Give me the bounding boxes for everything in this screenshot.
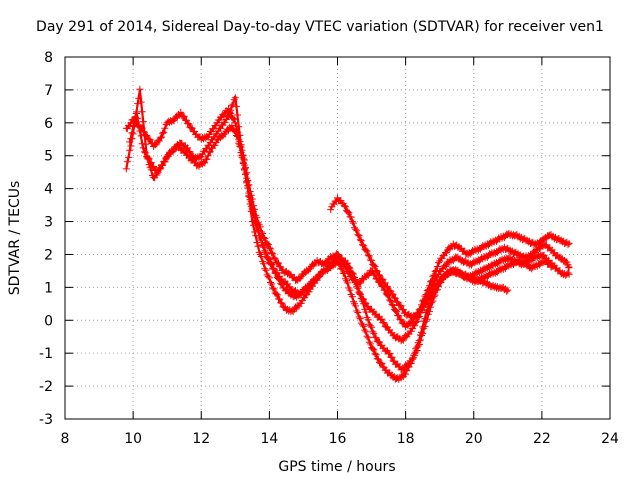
y-tick-label: 1 <box>44 280 53 296</box>
data-marks <box>122 85 573 383</box>
y-tick-label: 6 <box>44 116 53 132</box>
chart-title: Day 291 of 2014, Sidereal Day-to-day VTE… <box>36 19 604 35</box>
y-tick-label: 8 <box>44 50 53 66</box>
y-tick-label: -3 <box>39 412 53 428</box>
plot-frame <box>64 56 611 420</box>
x-tick-label: 16 <box>329 431 347 447</box>
series-track-2 <box>126 110 573 345</box>
x-axis-tick-labels: 8 10 12 14 16 18 20 22 24 <box>61 431 619 447</box>
x-axis-title: GPS time / hours <box>278 459 395 475</box>
x-tick-label: 14 <box>260 431 278 447</box>
series-track-1 <box>122 105 573 331</box>
x-tick-label: 24 <box>601 431 619 447</box>
x-tick-label: 12 <box>192 431 210 447</box>
y-axis-title: SDTVAR / TECUs <box>7 181 23 296</box>
y-tick-label: -1 <box>39 346 53 362</box>
series-markers <box>126 110 573 345</box>
x-tick-label: 22 <box>533 431 551 447</box>
x-tick-label: 10 <box>124 431 142 447</box>
y-tick-label: 3 <box>44 215 53 231</box>
y-tick-label: 2 <box>44 247 53 263</box>
x-tick-label: 20 <box>465 431 483 447</box>
y-tick-label: 7 <box>44 83 53 99</box>
series-line <box>125 88 570 381</box>
y-axis-tick-labels: -3 -2 -1 0 1 2 3 4 5 6 7 8 <box>39 50 53 428</box>
series-markers <box>122 105 573 331</box>
series-track-5 <box>327 194 512 322</box>
series-markers <box>327 194 512 322</box>
x-tick-label: 18 <box>397 431 415 447</box>
series-line <box>128 111 571 342</box>
y-tick-label: 5 <box>44 149 53 165</box>
x-tick-label: 8 <box>61 431 70 447</box>
y-tick-label: 0 <box>44 313 53 329</box>
y-tick-label: -2 <box>39 379 53 395</box>
y-tick-label: 4 <box>44 182 53 198</box>
